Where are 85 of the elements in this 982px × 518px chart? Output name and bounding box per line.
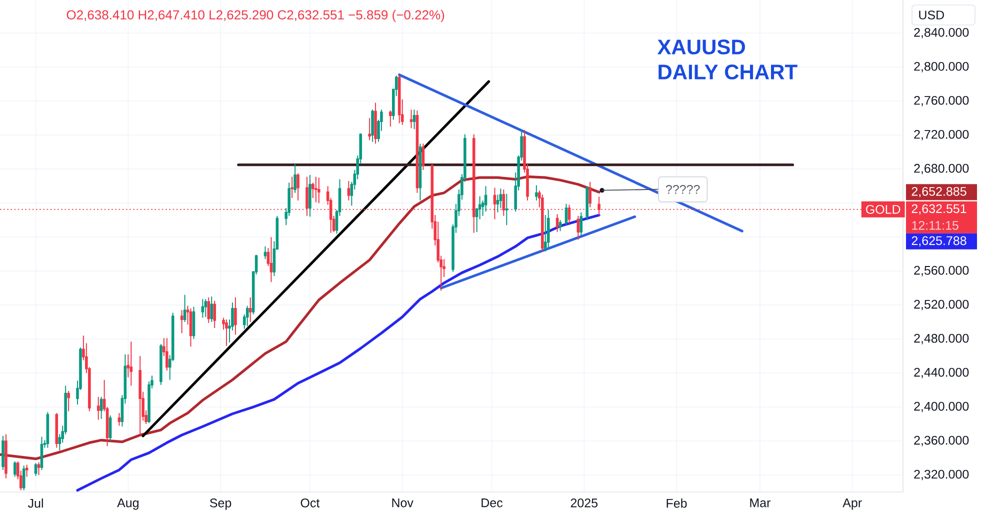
candlestick <box>183 294 186 323</box>
candlestick <box>96 396 100 420</box>
candlestick <box>314 176 318 203</box>
x-tick-label: Apr <box>842 498 862 510</box>
y-tick-label: 2,400.000 <box>914 402 969 412</box>
candlestick <box>166 338 168 371</box>
candlestick <box>546 209 550 250</box>
candlestick <box>505 193 508 226</box>
y-tick-label: 2,440.000 <box>914 368 969 378</box>
candlestick <box>204 298 208 318</box>
line-series <box>76 214 600 492</box>
candlestick <box>100 396 103 420</box>
y-tick-label: 2,520.000 <box>914 300 969 310</box>
x-tick-label: Dec <box>482 498 503 508</box>
x-tick-label: Sep <box>210 498 232 510</box>
candlestick <box>294 163 296 194</box>
annotation: GOLD <box>866 204 900 214</box>
annotation: O2,638.410 H2,647.410 L2,625.290 C2,632.551 −5.859 (−0.22%) <box>66 10 444 22</box>
x-tick-label: 2025 <box>570 498 598 508</box>
candlestick <box>290 176 294 198</box>
y-tick-label: 2,840.000 <box>914 28 969 38</box>
text: 12:11:15 <box>912 220 958 230</box>
text: XAUUSD <box>657 40 745 54</box>
x-tick-label: Oct <box>300 498 320 508</box>
candlestick <box>37 462 40 476</box>
annotation: ????? <box>666 184 700 194</box>
x-tick-label: Aug <box>117 498 138 510</box>
candlestick <box>234 296 237 336</box>
candlestick <box>296 172 300 202</box>
candlestick <box>2 435 4 470</box>
x-tick-label: Jul <box>28 498 43 508</box>
y-tick-label: 2,320.000 <box>914 470 969 480</box>
candlestick <box>347 180 350 202</box>
ref-line-label: 2,632.551 <box>912 204 966 215</box>
y-tick-label: 2,360.000 <box>914 436 969 446</box>
candlestick <box>67 390 70 412</box>
candlestick <box>246 305 249 327</box>
candlestick <box>588 181 592 208</box>
candlestick <box>210 296 213 323</box>
candlestick <box>118 412 121 426</box>
x-tick-label: Nov <box>392 498 414 508</box>
y-tick-label: 2,800.000 <box>914 62 969 72</box>
candlestick <box>558 220 562 232</box>
candlestick <box>207 296 210 324</box>
y-tick-label: 2,560.000 <box>914 266 969 276</box>
candlestick <box>499 188 502 209</box>
candlestick <box>225 318 228 346</box>
candlestick <box>412 109 416 130</box>
y-tick-label: 2,760.000 <box>914 96 969 106</box>
candlestick <box>248 296 252 323</box>
candlestick <box>371 109 374 142</box>
candlestick <box>484 186 488 212</box>
candlestick <box>556 214 559 232</box>
text: 2,625.788 <box>912 236 966 247</box>
candlestick <box>389 110 392 128</box>
candlestick <box>374 102 377 144</box>
candlestick <box>580 212 583 236</box>
candlestick <box>270 236 273 283</box>
candlestick <box>264 246 267 260</box>
candlestick <box>201 298 204 318</box>
text: USD <box>919 10 944 20</box>
y-tick-label: 2,680.000 <box>914 164 969 174</box>
candlestick <box>586 186 588 221</box>
candlestick <box>130 341 133 386</box>
x-tick-label: Feb <box>666 498 687 508</box>
y-tick-label: 2,720.000 <box>914 130 969 140</box>
candlestick <box>544 214 547 252</box>
text: 2,652.885 <box>912 186 966 198</box>
y-tick-label: 2,480.000 <box>914 334 969 344</box>
candlestick <box>368 118 371 141</box>
candlestick <box>14 460 16 478</box>
candlestick <box>535 184 538 202</box>
candlestick <box>4 434 8 479</box>
candlestick <box>213 300 216 328</box>
candlestick <box>410 109 413 129</box>
candlestick <box>55 412 58 448</box>
text: DAILY CHART <box>658 64 798 80</box>
candlestick <box>180 310 184 334</box>
candlestick <box>160 344 162 386</box>
candlestick <box>138 356 142 436</box>
candlestick <box>576 215 580 240</box>
candlestick <box>25 464 28 478</box>
x-tick-label: Mar <box>750 498 771 508</box>
candlestick <box>308 174 312 218</box>
candlestick <box>317 177 320 204</box>
